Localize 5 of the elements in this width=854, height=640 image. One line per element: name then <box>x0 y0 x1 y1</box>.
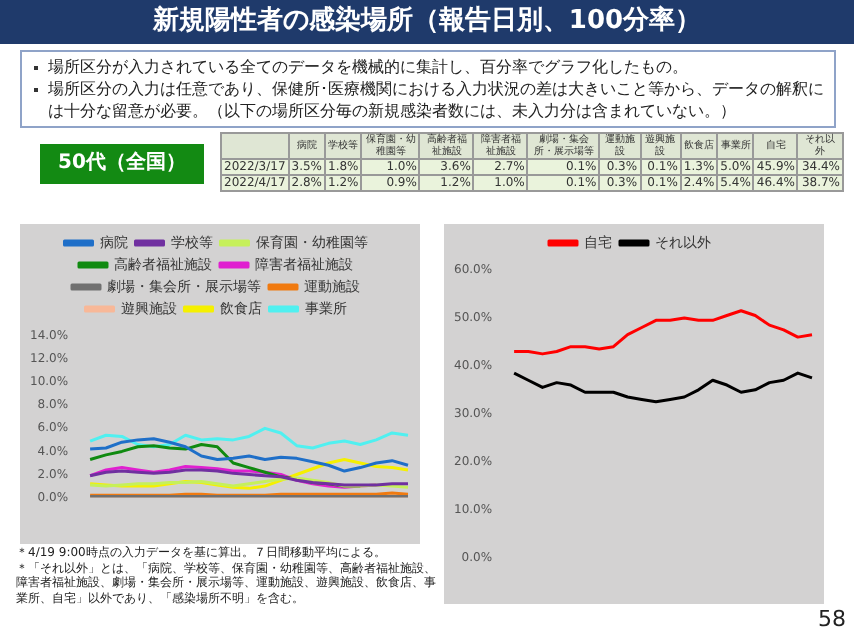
text: 58 <box>818 606 846 632</box>
text: 場所区分が入力されている全てのデータを機械的に集計し、百分率でグラフ化したもの。 <box>48 58 688 76</box>
text: 場所区分の入力は任意であり、保健所･医療機関における入力状況の差は大きいこと等から、データの解釈には十分な留意が必要。（以下の場所区分毎の新規感染者数には、未入力分は含まれていない。） <box>48 80 824 120</box>
text: 50代（全国） <box>40 144 204 184</box>
text: 新規陽性者の感染場所（報告日別、100分率） <box>0 0 854 44</box>
